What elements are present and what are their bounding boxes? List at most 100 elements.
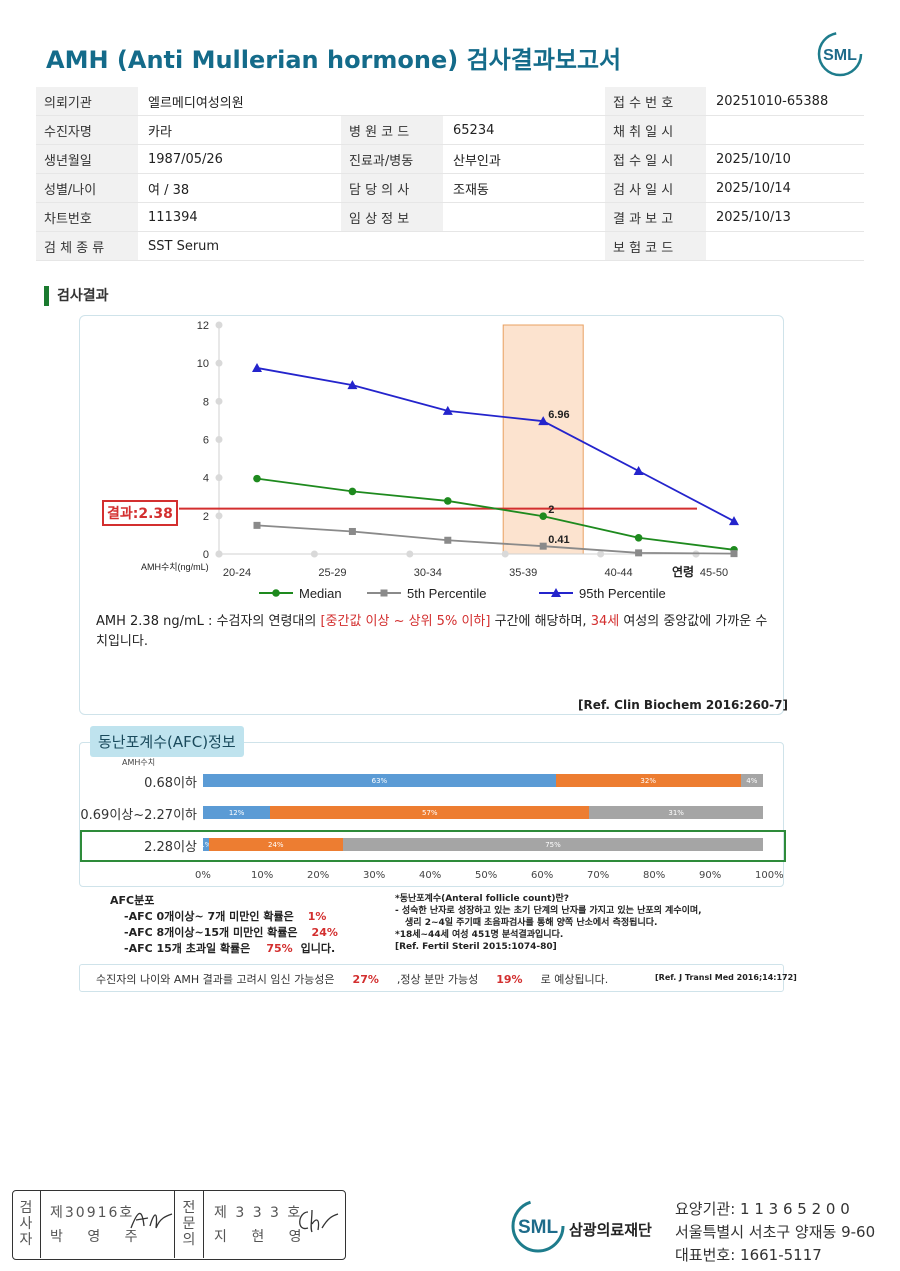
label-patient-name: 수진자명	[36, 115, 138, 145]
data-point	[635, 549, 643, 557]
data-point	[253, 521, 261, 529]
footer-institution-no: 요양기관: 1 1 3 6 5 2 0 0	[675, 1200, 850, 1218]
patient-info-table: 의뢰기관 엘르메디여성의원 접 수 번 호 20251010-65388 수진자…	[36, 87, 864, 261]
info-row: 생년월일 1987/05/26 진료과/병동 산부인과 접 수 일 시 2025…	[36, 144, 864, 174]
afc-x-tick-label: 100%	[755, 870, 784, 881]
prognosis-part-3: 로 예상됩니다.	[540, 973, 609, 986]
y-tick-dot	[215, 436, 223, 443]
y-tick-label: 0	[203, 549, 209, 561]
legend-marker	[272, 589, 280, 597]
label-birth-date: 생년월일	[36, 144, 138, 174]
afc-bar-segment: 31%	[589, 806, 763, 819]
interp-part-3: 여성의 중앙값에 가까운 수치입니다.	[96, 614, 768, 649]
series-line-5th-percentile	[256, 524, 735, 555]
x-tick-dot	[310, 550, 318, 558]
value-sex-age: 여 / 38	[138, 173, 341, 203]
data-point	[348, 527, 356, 535]
examiner-role: 검사자	[19, 1200, 33, 1248]
afc-tab-title: 동난포계수(AFC)정보	[90, 726, 244, 757]
value-doctor: 조재동	[443, 173, 605, 203]
label-receipt-no: 접 수 번 호	[605, 87, 706, 116]
afc-x-tick-label: 0%	[195, 870, 211, 881]
info-row: 검 체 종 류 SST Serum 보 험 코 드	[36, 231, 864, 261]
afc-distribution: AFC분포 -AFC 0개이상~ 7개 미만인 확률은 1% -AFC 8개이상~…	[110, 893, 338, 957]
x-tick-label: 25-29	[318, 567, 346, 579]
afc-x-tick-label: 50%	[475, 870, 498, 881]
value-specimen: SST Serum	[138, 231, 605, 261]
data-point	[634, 533, 643, 542]
label-receipt-date: 접 수 일 시	[605, 144, 706, 174]
afc-x-tick-label: 30%	[363, 870, 386, 881]
legend-label: 5th Percentile	[407, 586, 487, 601]
specialist-role: 전문의	[182, 1200, 196, 1248]
value-requesting-org: 엘르메디여성의원	[138, 87, 605, 116]
x-tick-dot	[501, 550, 509, 558]
afc-note: *동난포계수(Anteral follicle count)란? - 성숙한 난…	[395, 893, 702, 953]
data-label: 2	[548, 504, 554, 516]
data-point	[444, 536, 452, 544]
info-row: 수진자명 카라 병 원 코 드 65234 채 취 일 시	[36, 115, 864, 145]
value-collection-date	[706, 115, 864, 145]
x-tick-label: 45-50	[700, 567, 728, 579]
series-line-95th-percentile	[256, 367, 735, 522]
value-chart-no: 111394	[138, 202, 341, 232]
afc-bar-segment: 57%	[270, 806, 590, 819]
afc-dist-label-3: -AFC 15개 초과일 확률은	[124, 942, 251, 955]
afc-x-tick-label: 10%	[251, 870, 274, 881]
y-tick-dot	[215, 512, 223, 520]
y-tick-dot	[215, 321, 223, 329]
y-tick-label: 2	[203, 511, 209, 523]
data-point	[348, 487, 357, 496]
prognosis-part-1: 수진자의 나이와 AMH 결과를 고려시 임신 가능성은	[96, 973, 335, 986]
afc-row-label: 0.68이하	[144, 776, 197, 791]
value-report-date: 2025/10/13	[706, 202, 864, 232]
afc-note-line: - 성숙한 난자로 성장하고 있는 초기 단계의 난자를 가지고 있는 난포의 …	[395, 906, 702, 916]
value-department: 산부인과	[443, 144, 605, 174]
afc-dist-line: -AFC 0개이상~ 7개 미만인 확률은 1%	[124, 909, 338, 925]
afc-x-tick-label: 90%	[699, 870, 722, 881]
chart-reference: [Ref. Clin Biochem 2016:260-7]	[578, 698, 788, 712]
value-receipt-no: 20251010-65388	[706, 87, 864, 116]
x-tick-label: 30-34	[414, 567, 442, 579]
data-point	[539, 512, 547, 521]
afc-note-line: 생리 2~4일 주기때 초음파검사를 통해 양쪽 난소에서 측정됩니다.	[405, 918, 658, 928]
data-point	[633, 465, 644, 475]
afc-dist-label-2: -AFC 8개이상~15개 미만인 확률은	[124, 926, 298, 939]
y-tick-label: 4	[203, 473, 209, 485]
afc-note-ref: [Ref. Fertil Steril 2015:1074-80]	[395, 942, 557, 952]
afc-stacked-bar: 63% 32% 4%	[203, 774, 763, 787]
afc-row-label: 2.28이상	[144, 840, 197, 855]
value-receipt-date: 2025/10/10	[706, 144, 864, 174]
legend-label: Median	[299, 586, 342, 601]
info-row: 성별/나이 여 / 38 담 당 의 사 조재동 검 사 일 시 2025/10…	[36, 173, 864, 203]
afc-amh-caption: AMH수치	[122, 758, 156, 767]
delivery-rate: 19%	[496, 973, 523, 986]
legend-label: 95th Percentile	[579, 586, 666, 601]
footer-logo: SML	[510, 1198, 566, 1258]
data-point	[444, 497, 452, 505]
afc-panel	[79, 742, 784, 887]
y-tick-dot	[215, 359, 223, 367]
specialist-signature-icon	[294, 1206, 340, 1240]
data-point	[252, 362, 262, 372]
data-point	[729, 516, 739, 526]
prognosis-text: 수진자의 나이와 AMH 결과를 고려시 임신 가능성은 27% ,정상 분만 가능…	[96, 971, 608, 987]
interp-age: 34세	[590, 614, 620, 629]
data-point	[539, 542, 547, 550]
value-test-date: 2025/10/14	[706, 173, 864, 203]
y-tick-label: 12	[197, 320, 209, 332]
legend-marker	[551, 588, 561, 597]
label-chart-no: 차트번호	[36, 202, 138, 232]
data-point	[538, 416, 549, 426]
data-point	[442, 405, 453, 415]
specialist-name: 지 현 영	[214, 1229, 312, 1245]
y-tick-label: 10	[197, 358, 209, 370]
prognosis-part-2: ,정상 분만 가능성	[396, 973, 479, 986]
afc-x-tick-label: 40%	[419, 870, 442, 881]
label-report-date: 결 과 보 고	[605, 202, 706, 232]
amh-line-chart: 0 2 4 6 8 10 12 20-24 25-29 30-34 35-39 40-44 45-50 연…	[141, 320, 739, 601]
label-specimen: 검 체 종 류	[36, 231, 138, 261]
sml-logo: SML	[816, 30, 864, 82]
interpretation-text: AMH 2.38 ng/mL : 수검자의 연령대의 [중간값 이상 ~ 상위 …	[96, 612, 776, 652]
x-tick-label: 40-44	[605, 567, 633, 579]
